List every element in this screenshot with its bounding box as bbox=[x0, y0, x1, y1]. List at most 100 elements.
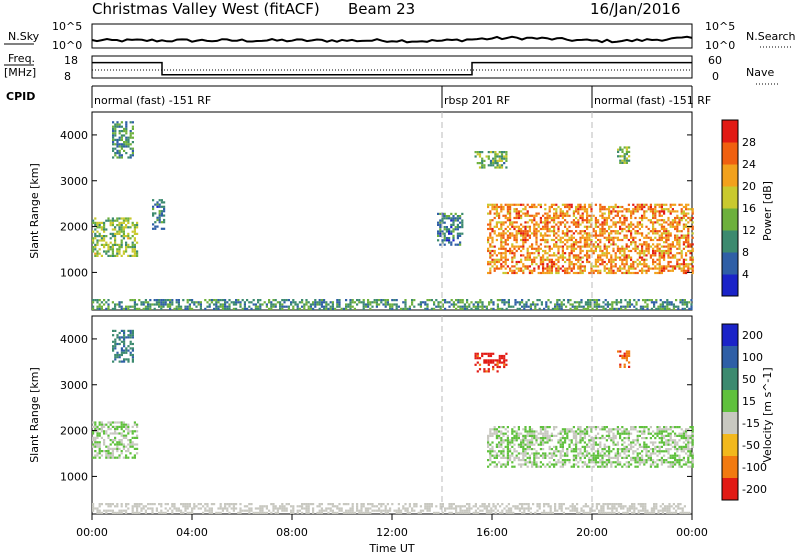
echo-cell bbox=[112, 143, 115, 146]
echo-cell bbox=[608, 434, 611, 437]
echo-cell bbox=[638, 443, 641, 446]
echo-cell bbox=[103, 509, 106, 512]
echo-cell bbox=[605, 216, 608, 220]
echo-cell bbox=[437, 212, 440, 215]
echo-cell bbox=[529, 305, 532, 308]
echo-cell bbox=[125, 351, 128, 354]
echo-cell bbox=[219, 503, 222, 506]
echo-cell bbox=[636, 223, 639, 226]
echo-cell bbox=[105, 445, 108, 448]
echo-cell bbox=[531, 461, 534, 464]
echo-cell bbox=[489, 249, 492, 253]
echo-cell bbox=[502, 463, 505, 466]
echo-cell bbox=[660, 437, 663, 440]
echo-cell bbox=[524, 236, 527, 239]
echo-cell bbox=[625, 208, 628, 211]
echo-cell bbox=[314, 299, 317, 302]
echo-cell bbox=[485, 507, 488, 510]
echo-cell bbox=[630, 236, 633, 239]
echo-cell bbox=[685, 437, 688, 440]
echo-cell bbox=[268, 307, 271, 310]
echo-cell bbox=[579, 456, 582, 459]
echo-cell bbox=[506, 445, 509, 448]
echo-cell bbox=[100, 436, 103, 439]
echo-cell bbox=[549, 507, 552, 510]
echo-cell bbox=[603, 461, 606, 464]
echo-cell bbox=[569, 303, 572, 306]
echo-cell bbox=[369, 303, 372, 306]
echo-cell bbox=[616, 452, 619, 455]
echo-cell bbox=[674, 434, 677, 437]
echo-cell bbox=[647, 227, 650, 231]
echo-cell bbox=[544, 428, 547, 431]
echo-cell bbox=[546, 214, 549, 217]
echo-cell bbox=[539, 428, 542, 431]
echo-cell bbox=[634, 267, 637, 270]
echo-cell bbox=[107, 421, 110, 424]
echo-cell bbox=[120, 425, 123, 428]
echo-cell bbox=[623, 363, 626, 366]
echo-cell bbox=[489, 352, 493, 355]
echo-cell bbox=[557, 271, 560, 275]
echo-cell bbox=[599, 249, 602, 253]
echo-cell bbox=[533, 456, 536, 459]
echo-cell bbox=[630, 232, 633, 235]
echo-cell bbox=[518, 509, 521, 512]
echo-cell bbox=[646, 299, 649, 302]
echo-cell bbox=[493, 267, 496, 270]
echo-cell bbox=[577, 208, 580, 211]
echo-cell bbox=[621, 456, 624, 459]
echo-cell bbox=[555, 210, 558, 213]
echo-cell bbox=[636, 230, 639, 233]
echo-cell bbox=[588, 232, 591, 235]
echo-cell bbox=[164, 507, 167, 510]
echo-cell bbox=[177, 299, 180, 302]
echo-cell bbox=[219, 511, 222, 514]
echo-cell bbox=[625, 450, 628, 453]
echo-cell bbox=[496, 155, 499, 158]
echo-cell bbox=[550, 247, 553, 250]
echo-cell bbox=[305, 511, 308, 514]
echo-cell bbox=[581, 454, 584, 457]
echo-cell bbox=[568, 265, 571, 268]
echo-cell bbox=[235, 307, 238, 310]
echo-cell bbox=[625, 354, 628, 357]
echo-cell bbox=[544, 432, 547, 435]
echo-cell bbox=[528, 256, 531, 259]
echo-cell bbox=[548, 461, 551, 464]
echo-cell bbox=[583, 232, 586, 235]
echo-cell bbox=[163, 210, 166, 213]
echo-cell bbox=[579, 263, 582, 266]
echo-cell bbox=[603, 247, 606, 250]
echo-cell bbox=[349, 507, 352, 510]
echo-cell bbox=[433, 303, 436, 306]
echo-cell bbox=[570, 439, 573, 442]
echo-cell bbox=[606, 303, 609, 306]
echo-cell bbox=[243, 307, 246, 310]
echo-cell bbox=[493, 465, 496, 468]
echo-cell bbox=[539, 430, 542, 433]
echo-cell bbox=[188, 299, 191, 302]
echo-cell bbox=[246, 307, 249, 310]
echo-cell bbox=[156, 216, 159, 219]
echo-cell bbox=[290, 301, 293, 304]
echo-cell bbox=[424, 505, 427, 508]
echo-cell bbox=[492, 157, 495, 160]
echo-cell bbox=[587, 301, 590, 304]
echo-cell bbox=[517, 267, 520, 270]
echo-cell bbox=[630, 230, 633, 233]
echo-cell bbox=[659, 299, 662, 302]
echo-cell bbox=[652, 247, 655, 250]
echo-cell bbox=[226, 305, 229, 308]
echo-cell bbox=[533, 256, 536, 259]
echo-cell bbox=[676, 234, 679, 237]
echo-cell bbox=[411, 301, 414, 304]
echo-cell bbox=[131, 127, 134, 130]
echo-cell bbox=[505, 153, 508, 156]
echo-cell bbox=[112, 127, 115, 130]
echo-cell bbox=[182, 299, 185, 302]
echo-cell bbox=[424, 303, 427, 306]
echo-cell bbox=[500, 232, 503, 235]
echo-cell bbox=[603, 230, 606, 233]
echo-cell bbox=[493, 454, 496, 457]
